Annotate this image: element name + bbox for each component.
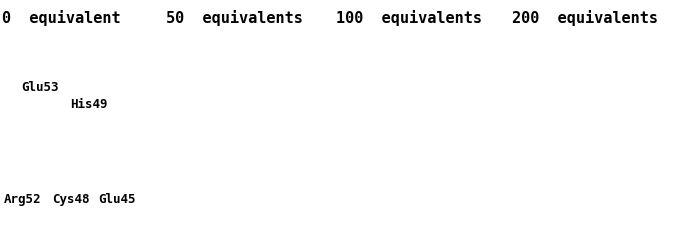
Text: 200  equivalents: 200 equivalents — [512, 10, 657, 26]
Text: 0  equivalent: 0 equivalent — [1, 10, 120, 26]
Text: Cys48: Cys48 — [52, 193, 90, 206]
Text: His49: His49 — [70, 98, 108, 111]
Text: Arg52: Arg52 — [4, 193, 41, 206]
Text: 50  equivalents: 50 equivalents — [166, 10, 303, 26]
Text: Glu53: Glu53 — [21, 81, 59, 94]
Text: 100  equivalents: 100 equivalents — [337, 10, 482, 26]
Text: Glu45: Glu45 — [98, 193, 136, 206]
